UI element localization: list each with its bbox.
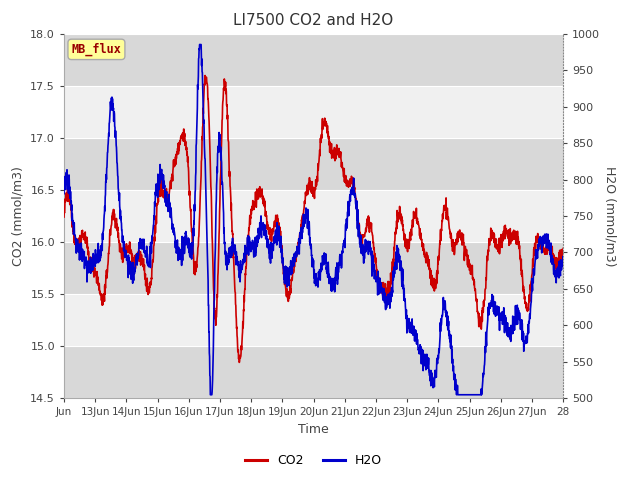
- Legend: CO2, H2O: CO2, H2O: [240, 449, 387, 472]
- Bar: [64, 190, 563, 242]
- Bar: [64, 294, 563, 346]
- Title: LI7500 CO2 and H2O: LI7500 CO2 and H2O: [234, 13, 394, 28]
- Y-axis label: CO2 (mmol/m3): CO2 (mmol/m3): [12, 166, 25, 266]
- Bar: [64, 86, 563, 138]
- Bar: [64, 346, 563, 398]
- Bar: [64, 34, 563, 86]
- X-axis label: Time: Time: [298, 423, 329, 436]
- Bar: [64, 138, 563, 190]
- Y-axis label: H2O (mmol/m3): H2O (mmol/m3): [604, 166, 617, 266]
- Bar: [64, 242, 563, 294]
- Text: MB_flux: MB_flux: [72, 43, 122, 56]
